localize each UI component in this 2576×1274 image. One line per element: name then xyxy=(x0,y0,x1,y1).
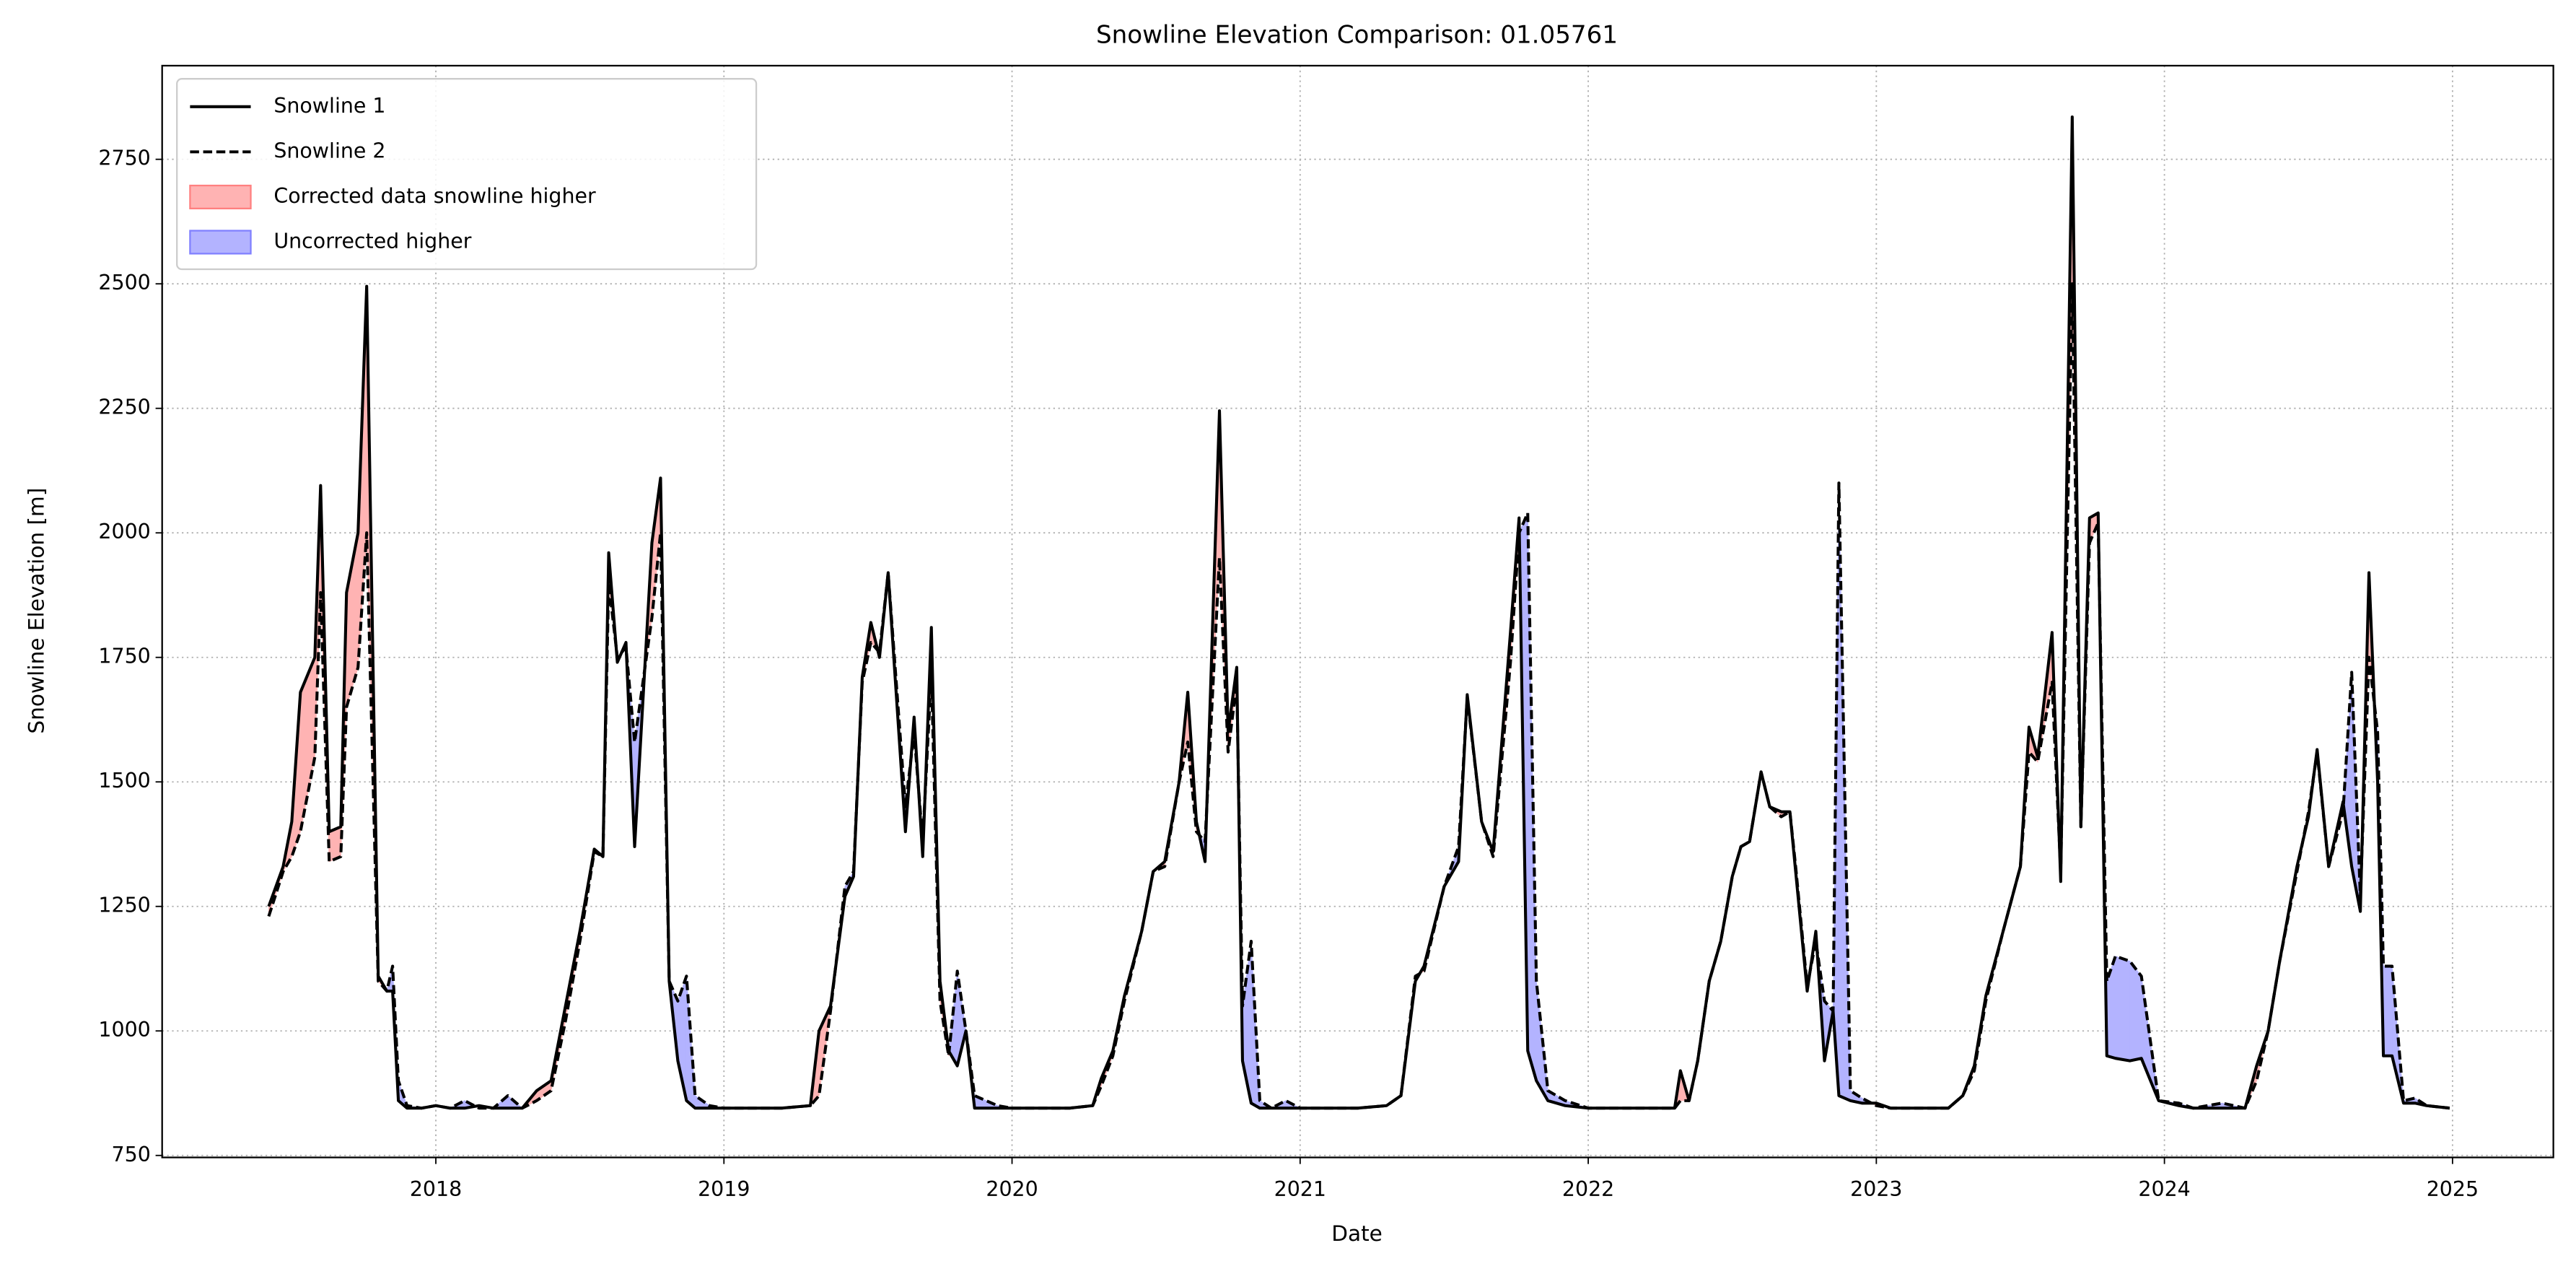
legend-label: Snowline 1 xyxy=(273,94,385,118)
y-tick-label: 1000 xyxy=(98,1018,150,1042)
x-tick-label: 2020 xyxy=(986,1177,1038,1201)
y-tick-label: 1500 xyxy=(98,769,150,793)
fill-area xyxy=(2115,956,2131,1062)
legend-label: Uncorrected higher xyxy=(273,229,471,253)
fill-area xyxy=(2383,966,2393,1057)
x-tick-label: 2021 xyxy=(1274,1177,1326,1201)
legend-swatch xyxy=(189,184,252,209)
x-tick-label: 2025 xyxy=(2427,1177,2479,1201)
legend: Snowline 1 Snowline 2 Corrected data snowl… xyxy=(176,78,758,271)
x-tick-label: 2018 xyxy=(410,1177,462,1201)
x-tick-label: 2024 xyxy=(2138,1177,2190,1201)
y-tick-label: 2000 xyxy=(98,520,150,544)
y-tick-label: 750 xyxy=(112,1143,151,1166)
legend-label: Corrected data snowline higher xyxy=(273,184,596,208)
y-tick-label: 2250 xyxy=(98,396,150,419)
lines xyxy=(267,115,2450,1110)
y-tick-label: 1750 xyxy=(98,645,150,668)
y-axis-label: Snowline Elevation [m] xyxy=(24,488,48,734)
legend-label: Snowline 2 xyxy=(273,139,385,162)
x-tick-label: 2019 xyxy=(698,1177,750,1201)
axes-frame xyxy=(161,64,2554,1159)
y-tick-label: 1250 xyxy=(98,894,150,917)
ticks: 2018 2019 2020 2021 2022 2023 2024 2025 750 1000 1… xyxy=(98,147,2479,1201)
legend-box xyxy=(176,78,758,271)
y-tick-label: 2750 xyxy=(98,147,150,170)
line-series xyxy=(267,282,2450,1110)
chart-title: Snowline Elevation Comparison: 01.05761 xyxy=(1096,21,1618,50)
x-tick-label: 2023 xyxy=(1850,1177,1902,1201)
y-tick-label: 2500 xyxy=(98,271,150,294)
x-axis-label: Date xyxy=(1331,1221,1383,1246)
legend-swatch xyxy=(189,230,252,255)
x-tick-label: 2022 xyxy=(1562,1177,1614,1201)
